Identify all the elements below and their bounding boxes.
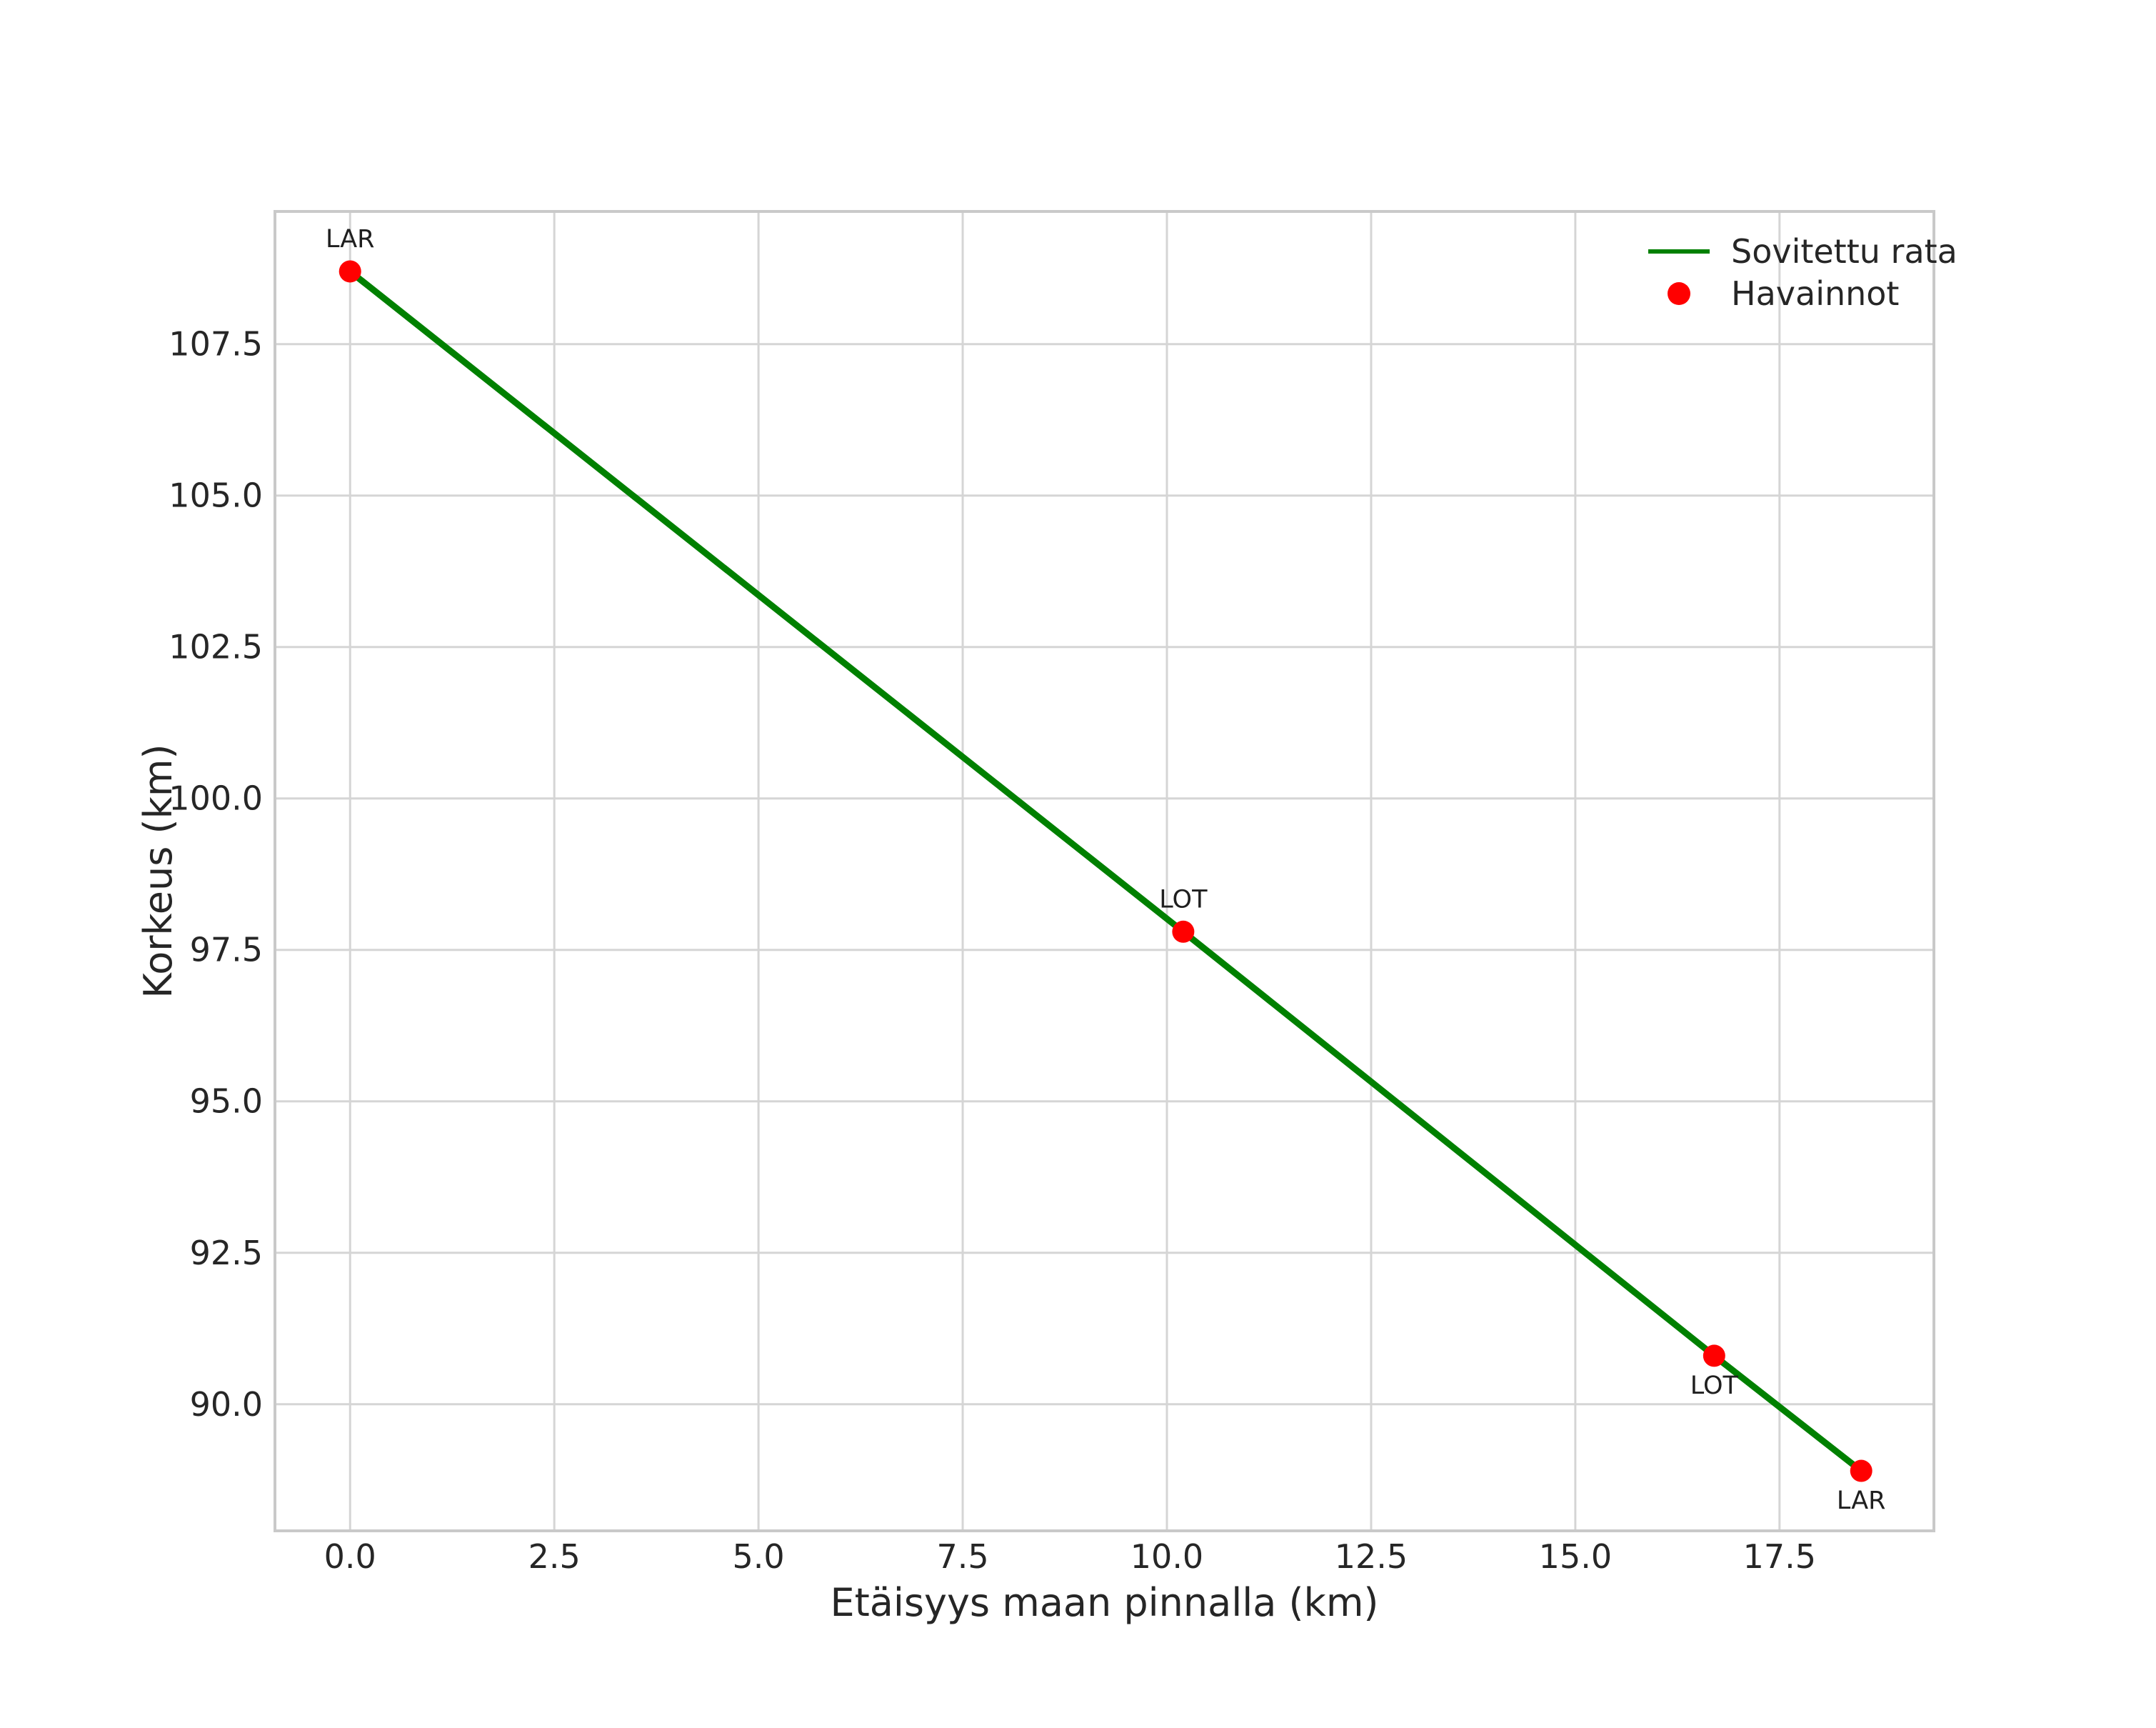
data-point	[1172, 920, 1195, 943]
y-axis-label: Korkeus (km)	[136, 744, 181, 998]
data-point-label: LOT	[1690, 1372, 1739, 1400]
y-tick-label: 105.0	[169, 476, 263, 515]
legend-label: Sovitettu rata	[1731, 232, 1957, 271]
data-point-label: LAR	[326, 225, 375, 254]
x-tick-label: 0.0	[324, 1537, 376, 1576]
x-tick-label: 2.5	[528, 1537, 581, 1576]
data-point	[339, 260, 361, 283]
x-axis-label: Etäisyys maan pinnalla (km)	[831, 1580, 1379, 1625]
y-tick-label: 100.0	[169, 779, 263, 818]
x-tick-label: 5.0	[733, 1537, 785, 1576]
x-tick-label: 12.5	[1335, 1537, 1408, 1576]
y-tick-label: 97.5	[190, 931, 263, 969]
y-tick-label: 90.0	[190, 1385, 263, 1424]
x-tick-label: 15.0	[1539, 1537, 1612, 1576]
x-tick-label: 17.5	[1743, 1537, 1816, 1576]
y-tick-label: 95.0	[190, 1082, 263, 1121]
legend-label: Havainnot	[1731, 274, 1899, 313]
data-point	[1850, 1459, 1872, 1482]
x-tick-label: 7.5	[936, 1537, 988, 1576]
y-tick-label: 107.5	[169, 325, 263, 364]
y-tick-label: 102.5	[169, 628, 263, 666]
x-tick-label: 10.0	[1130, 1537, 1203, 1576]
data-point-label: LAR	[1837, 1487, 1886, 1515]
y-tick-label: 92.5	[190, 1234, 263, 1272]
data-point-label: LOT	[1159, 885, 1208, 914]
data-point	[1703, 1344, 1725, 1367]
plot-border	[274, 210, 1935, 1532]
fit-line	[346, 268, 1865, 1474]
legend-marker-sample	[1668, 282, 1690, 305]
